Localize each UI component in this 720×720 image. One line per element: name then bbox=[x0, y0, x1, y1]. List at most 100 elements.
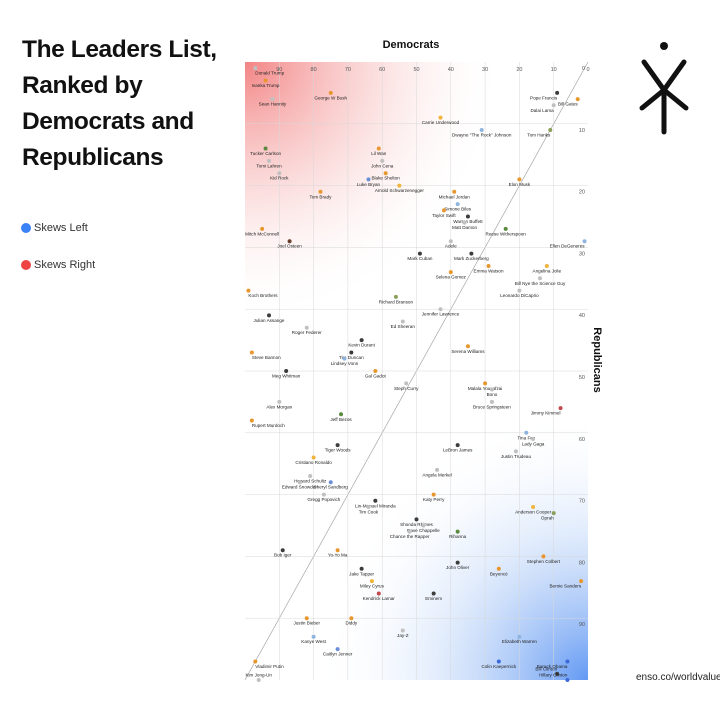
point-label-roger-federer: Roger Federer bbox=[292, 330, 322, 335]
point-label-howard-schultz: Howard Schultz bbox=[294, 479, 327, 484]
y-tick-label: 20 bbox=[579, 190, 585, 196]
point-label-adele: Adele bbox=[445, 244, 457, 249]
point-steph-curry bbox=[404, 381, 409, 386]
point-label-bono: Bono bbox=[487, 392, 498, 397]
point-julian-assange bbox=[267, 313, 272, 318]
point-katy-perry bbox=[431, 492, 436, 497]
point-label-mark-cuban: Mark Cuban bbox=[407, 256, 432, 261]
point-label-angelina-jolie: Angelina Jolie bbox=[533, 268, 562, 273]
point-ivanka-trump bbox=[263, 78, 268, 83]
point-label-justin-bieber: Justin Bieber bbox=[293, 621, 320, 626]
x-tick-label: 90 bbox=[276, 67, 282, 73]
point-label-tim-duncan: Tim Duncan bbox=[339, 355, 364, 360]
point-tim-duncan bbox=[349, 350, 354, 355]
point-malala-yousafzai bbox=[483, 381, 488, 386]
point-serena-williams bbox=[465, 344, 470, 349]
point-tina-fey bbox=[524, 430, 529, 435]
point-ed-sheeran bbox=[400, 319, 405, 324]
y-tick-label: 60 bbox=[579, 437, 585, 443]
point-label-jeff-bezos: Jeff Bezos bbox=[330, 417, 352, 422]
point-anderson-cooper bbox=[531, 504, 536, 509]
point-angela-merkel bbox=[435, 467, 440, 472]
point-label-luke-bryan: Luke Bryan bbox=[357, 182, 381, 187]
point-dave-chappelle bbox=[421, 523, 426, 528]
point-label-yo-yo-ma: Yo-Yo Ma bbox=[328, 553, 348, 558]
point-tom-brady bbox=[318, 189, 323, 194]
point-label-barack-obama: Barack Obama bbox=[537, 664, 568, 669]
point-label-colin-kaepernick: Colin Kaepernick bbox=[481, 664, 516, 669]
point-label-leonardo-dicaprio: Leonardo DiCaprio bbox=[500, 293, 539, 298]
axis-ticks: 90 80 70 60 50 40 30 20 10 00 10 20 30 40 50 60 70 80 90 bbox=[276, 66, 589, 628]
point-label-kim-jong-un: Kim Jong-Un bbox=[245, 673, 272, 678]
grid-lines bbox=[245, 62, 588, 680]
point-label-rihanna: Rihanna bbox=[449, 534, 467, 539]
x-tick-label: 50 bbox=[413, 67, 419, 73]
point-justin-trudeau bbox=[513, 449, 518, 454]
point-eminem bbox=[431, 591, 436, 596]
point-label-tiger-woods: Tiger Woods bbox=[325, 448, 351, 453]
point-label-chance-the-rapper: Chance the Rapper bbox=[390, 534, 430, 539]
point-reese-witherspoon bbox=[503, 226, 508, 231]
point-edward-snowden bbox=[297, 480, 302, 485]
point-sean-hannity bbox=[270, 97, 275, 102]
point-tiger-woods bbox=[335, 443, 340, 448]
point-miley-cyrus bbox=[369, 579, 374, 584]
point-mark-cuban bbox=[417, 251, 422, 256]
point-label-steph-curry: Steph Curry bbox=[394, 386, 419, 391]
x-tick-label: 40 bbox=[448, 67, 454, 73]
point-angelina-jolie bbox=[544, 263, 549, 268]
point-colin-kaepernick bbox=[496, 659, 501, 664]
point-label-carrie-underwood: Carrie Underwood bbox=[422, 120, 460, 125]
y-tick-label: 90 bbox=[579, 622, 585, 628]
point-label-eminem: Eminem bbox=[425, 596, 442, 601]
point-label-koch-brothers: Koch Brothers bbox=[248, 293, 278, 298]
point-carrie-underwood bbox=[438, 115, 443, 120]
y-tick-label: 70 bbox=[579, 499, 585, 505]
point-label-mitch-mcconnell: Mitch McConnell bbox=[245, 231, 279, 236]
point-mark-zuckerberg bbox=[469, 251, 474, 256]
point-label-lebron-james: LeBron James bbox=[443, 448, 473, 453]
y-axis-title: Republicans bbox=[591, 327, 603, 392]
point-label-simone-biles: Simone Biles bbox=[444, 207, 472, 212]
point-meg-whitman bbox=[284, 369, 289, 373]
point-george-w-bush bbox=[328, 90, 333, 95]
point-label-reese-witherspoon: Reese Witherspoon bbox=[486, 231, 527, 236]
point-blake-shelton bbox=[383, 171, 388, 176]
point-label-lady-gaga: Lady Gaga bbox=[522, 441, 545, 446]
point-bono bbox=[489, 387, 494, 392]
point-elon-musk bbox=[517, 177, 522, 182]
point-dalai-lama bbox=[551, 103, 556, 108]
point-richard-branson bbox=[393, 294, 398, 299]
x-tick-label: 0 bbox=[586, 67, 589, 73]
y-tick-label: 10 bbox=[579, 128, 585, 134]
x-tick-label: 80 bbox=[311, 67, 317, 73]
point-jay-z bbox=[400, 628, 405, 633]
x-tick-label: 70 bbox=[345, 67, 351, 73]
point-luke-bryan bbox=[366, 177, 371, 182]
point-label-elizabeth-warren: Elizabeth Warren bbox=[502, 639, 538, 644]
point-label-tucker-carlson: Tucker Carlson bbox=[250, 151, 281, 156]
point-label-beyonc: Beyoncé bbox=[490, 571, 508, 576]
point-label-shonda-rhimes: Shonda Rhimes bbox=[400, 522, 433, 527]
y-tick-label: 80 bbox=[579, 560, 585, 566]
point-label-caitlyn-jenner: Caitlyn Jenner bbox=[323, 652, 353, 657]
point-label-edward-snowden: Edward Snowden bbox=[282, 485, 318, 490]
point-vladimir-putin bbox=[253, 659, 258, 664]
point-label-dalai-lama: Dalai Lama bbox=[530, 108, 554, 113]
point-tucker-carlson bbox=[263, 146, 268, 151]
point-label-bill-nye-the-science-guy: Bill Nye the Science Guy bbox=[515, 281, 566, 286]
x-tick-label: 20 bbox=[516, 67, 522, 73]
point-label-jimmy-kimmel: Jimmy Kimmel bbox=[531, 411, 561, 416]
point-lin-manuel-miranda bbox=[373, 498, 378, 503]
point-label-george-w-bush: George W Bush bbox=[314, 95, 347, 100]
point-label-bill-gates: Bill Gates bbox=[558, 102, 578, 107]
point-howard-schultz bbox=[308, 474, 313, 479]
point-label-ed-sheeran: Ed Sheeran bbox=[391, 324, 416, 329]
point-joel-osteen bbox=[287, 239, 292, 244]
enso-figure-logo-icon bbox=[639, 42, 689, 135]
source-credit: enso.co/worldvalue bbox=[636, 672, 720, 683]
point-stephen-colbert bbox=[541, 554, 546, 559]
point-label-tomi-lahren: Tomi Lahren bbox=[256, 163, 282, 168]
point-michael-jordan bbox=[452, 189, 457, 194]
point-rihanna bbox=[455, 529, 460, 534]
